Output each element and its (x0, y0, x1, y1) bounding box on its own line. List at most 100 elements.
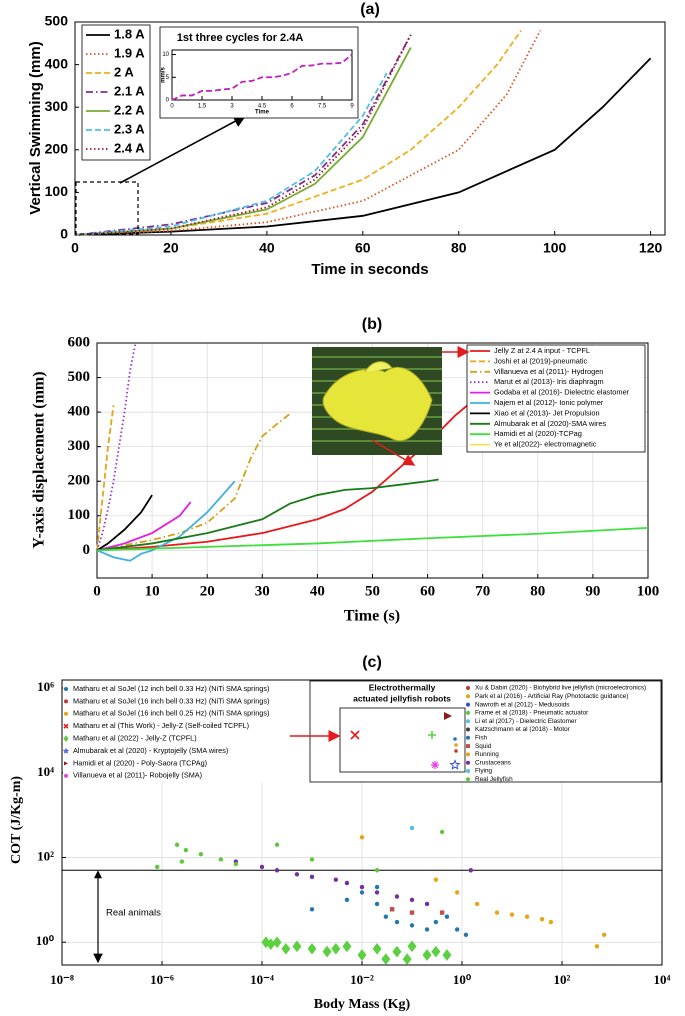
point (174, 842, 180, 847)
x-tick-label: 80 (530, 583, 545, 599)
legend-label: Park et al (2016) - Artificial Ray (Phot… (475, 693, 628, 700)
point (442, 949, 452, 961)
plot-background (159, 26, 359, 119)
legend-label: Matharu et al (2022) - Jelly-Z (TCPFL) (73, 734, 197, 743)
series-line (74, 72, 388, 236)
point (468, 868, 474, 873)
point (602, 932, 607, 937)
y-tick-label: 10⁴ (37, 764, 54, 779)
legend-label: Running (475, 751, 499, 758)
legend-swatch (466, 702, 470, 707)
point (374, 890, 380, 895)
series-line (74, 34, 412, 236)
point (494, 910, 500, 915)
x-tick-label: 4.5 (258, 104, 267, 110)
series-line (96, 526, 649, 552)
point (474, 901, 480, 907)
legend-swatch (63, 723, 69, 729)
x-tick-label: 9 (350, 104, 354, 110)
y-tick-label: 100 (45, 183, 69, 199)
x-axis-label: Time (255, 110, 270, 116)
point (372, 942, 382, 955)
legend-label: Squid (475, 743, 492, 750)
point (374, 868, 380, 873)
y-tick-label: 10⁰ (36, 933, 55, 948)
point (259, 864, 265, 870)
legend-swatch (466, 760, 470, 765)
legend-swatch (64, 687, 68, 691)
point (431, 761, 439, 769)
x-tick-label: 120 (639, 240, 663, 256)
point (444, 712, 452, 720)
y-axis-label: Vertical Swimming (mm) (27, 41, 44, 214)
x-tick-label: 40 (310, 583, 325, 599)
point (509, 912, 515, 917)
y-tick-label: 600 (68, 334, 91, 350)
legend-label: Fish (475, 734, 488, 741)
y-tick-label: 10 (162, 52, 169, 58)
plot-frame (96, 342, 649, 579)
legend-label: Crustaceans (475, 759, 511, 766)
point (433, 919, 439, 925)
legend-swatch (64, 773, 68, 778)
legend-swatch (466, 686, 470, 690)
x-tick-label: 20 (200, 583, 215, 599)
x-tick-label: 10⁴ (654, 972, 671, 987)
series-line (96, 494, 153, 552)
x-tick-label: 10² (554, 972, 571, 987)
point (383, 914, 389, 919)
point (433, 877, 439, 882)
x-axis-label: Body Mass (Kg) (314, 997, 411, 1012)
point (309, 907, 315, 912)
legend-label: 2.4 A (114, 140, 145, 155)
x-tick-label: 10 (145, 583, 160, 599)
point (402, 953, 412, 965)
series-line (96, 501, 192, 552)
legend-swatch (466, 777, 470, 782)
series-line (96, 480, 236, 562)
arrow-head (94, 870, 102, 879)
point (454, 749, 458, 753)
x-tick-label: 10⁻⁶ (150, 972, 174, 987)
point (409, 910, 415, 915)
point (389, 907, 395, 912)
x-tick-label: 6 (290, 104, 294, 110)
legend-label: Flying (475, 768, 492, 775)
point (274, 842, 280, 847)
annotation: Real animals (106, 908, 161, 919)
point (294, 872, 300, 877)
x-tick-label: 0 (170, 104, 174, 110)
point (454, 927, 460, 932)
point (381, 953, 391, 965)
arrow (371, 439, 416, 466)
legend-label: Hamidi et al (2020)-TCPag (494, 429, 582, 438)
legend-swatch (466, 769, 470, 773)
legend-label: Villanueva et al (2011)- Robojelly (SMA) (73, 771, 202, 780)
zoom-box (75, 181, 139, 235)
point (422, 949, 432, 961)
legend-label: Jelly Z at 2.4 A input - TCPFL (494, 346, 590, 355)
point (309, 857, 315, 862)
point (409, 923, 415, 928)
point (344, 897, 350, 903)
point (374, 901, 380, 907)
inset-title: actuated jellyfish robots (353, 693, 451, 703)
y-tick-label: 0 (60, 226, 68, 242)
legend-label: Matharu et al SoJel (16 inch bell 0.25 H… (73, 709, 269, 718)
legend-label: Najem et al (2012)- Ionic polymer (494, 398, 604, 407)
point (266, 938, 276, 951)
legend-label: 2.1 A (114, 83, 145, 98)
point (431, 945, 441, 958)
x-tick-label: 70 (475, 583, 490, 599)
point (454, 890, 460, 895)
legend-label: Frame et al (2018) - Pneumatic actuator (475, 710, 589, 717)
x-tick-label: 0 (93, 583, 101, 599)
series-line (74, 30, 542, 236)
legend-label: 1.8 A (114, 26, 145, 41)
point (309, 874, 315, 880)
point (307, 942, 317, 955)
x-tick-label: 1.5 (198, 104, 207, 110)
y-tick-label: 100 (68, 507, 91, 523)
point (350, 730, 360, 740)
y-tick-label: 0 (166, 98, 170, 104)
